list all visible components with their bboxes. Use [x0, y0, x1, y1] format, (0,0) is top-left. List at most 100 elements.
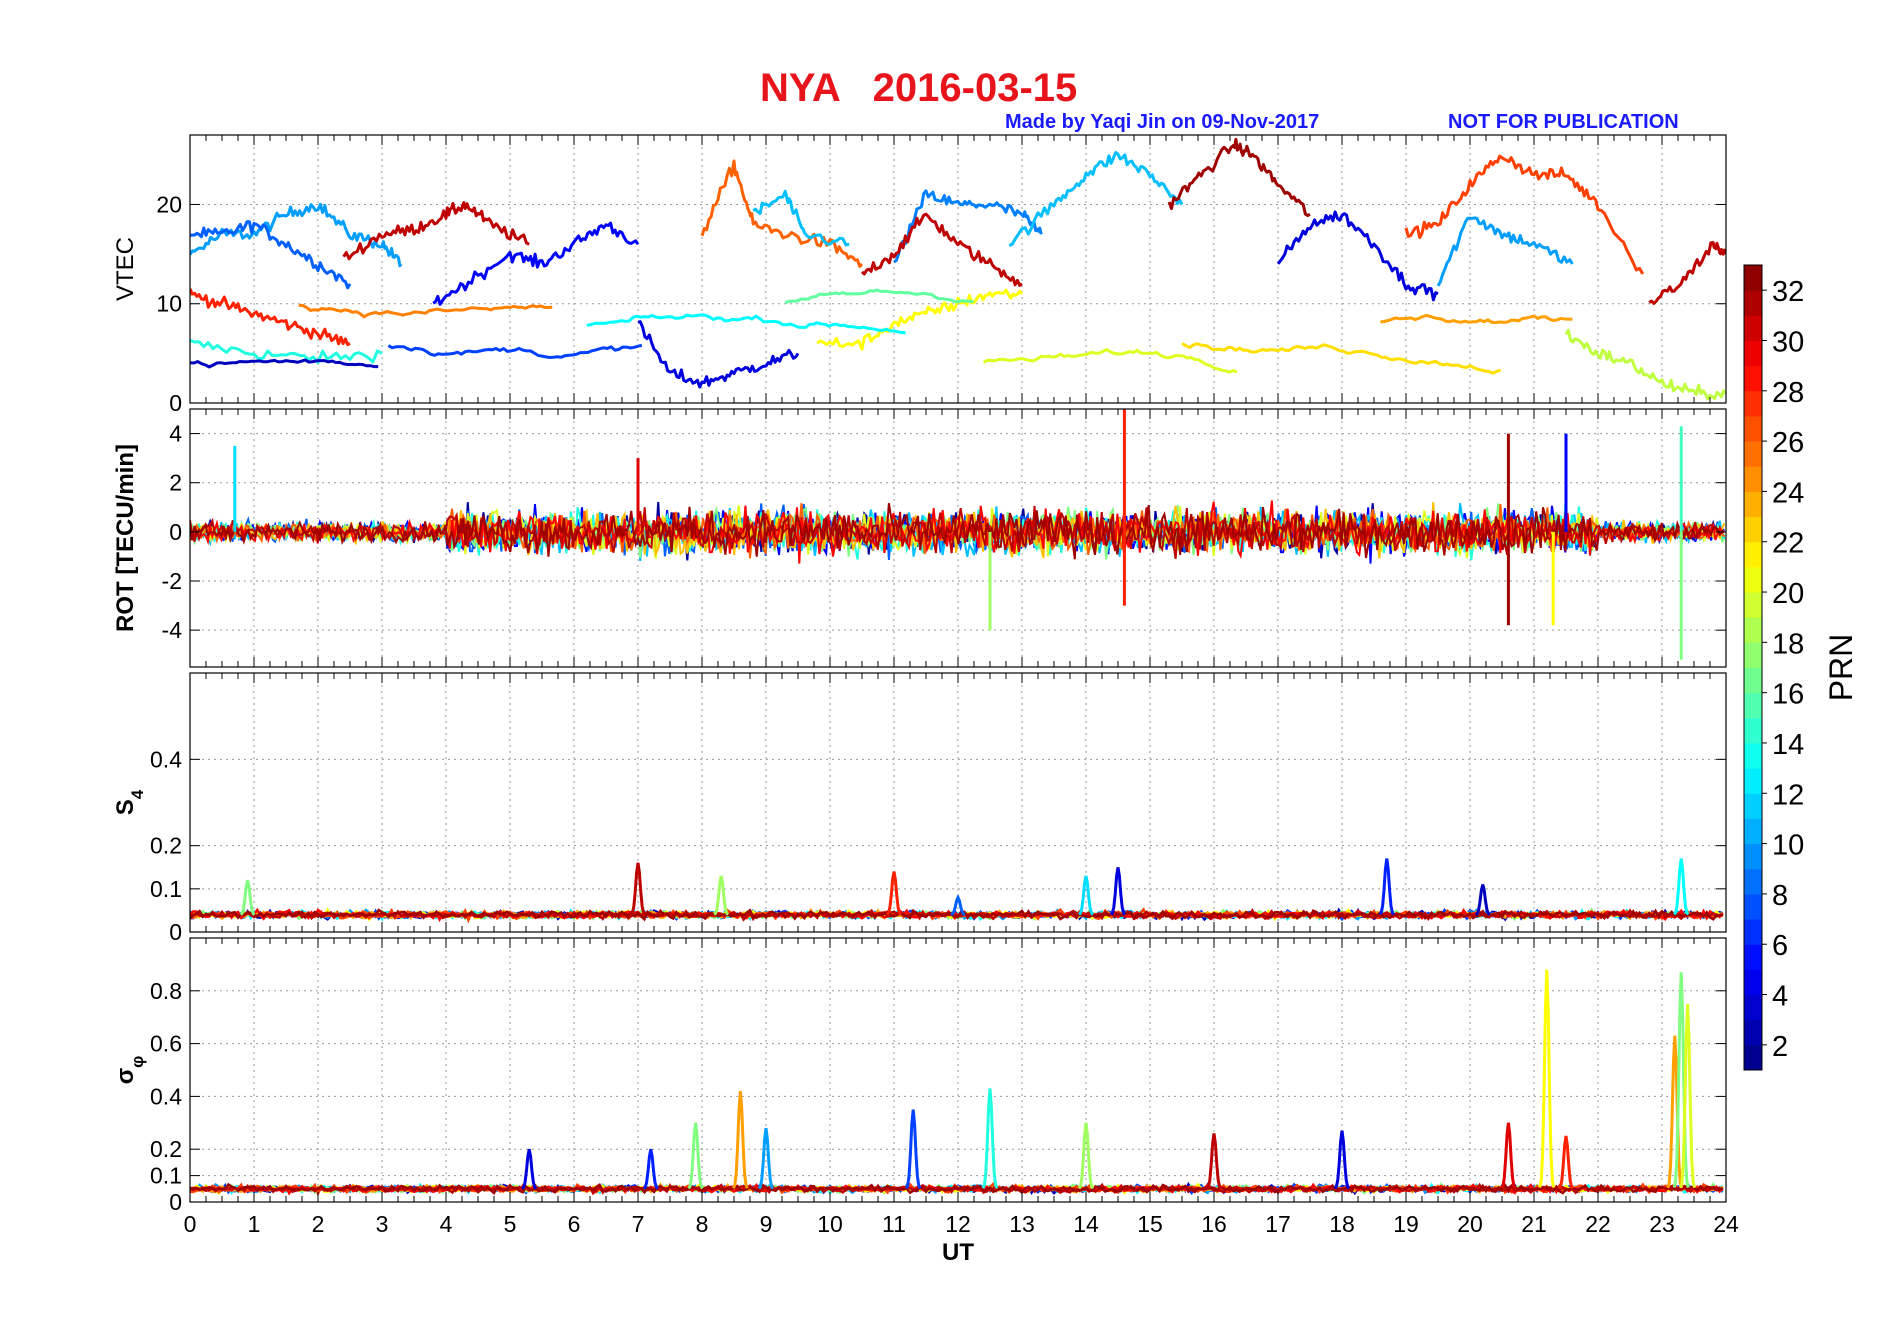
- y-tick-label: 0.4: [150, 1083, 182, 1109]
- y-axis-label-subscript: 4: [128, 789, 147, 799]
- x-tick-label: 6: [568, 1211, 581, 1237]
- colorbar-tick-label: 20: [1772, 578, 1804, 610]
- y-tick-label: 0: [169, 919, 182, 945]
- data-layer: [190, 137, 1726, 401]
- colorbar-cell: [1744, 642, 1762, 668]
- colorbar-cell: [1744, 390, 1762, 417]
- vtec-series-line: [342, 201, 530, 261]
- sigma-peak: [1077, 1122, 1095, 1190]
- x-tick-label: 2: [312, 1211, 325, 1237]
- sigma-peak: [521, 1148, 538, 1190]
- vtec-series-line: [432, 221, 640, 306]
- vtec-series-line: [387, 343, 643, 360]
- y-axis-label: ROT [TECU/min]: [112, 444, 139, 632]
- sigma-peak: [1333, 1130, 1351, 1190]
- station-name: NYA: [760, 66, 840, 110]
- y-tick-label: -2: [162, 568, 182, 594]
- x-tick-label: 4: [440, 1211, 453, 1237]
- y-tick-label: 2: [169, 470, 182, 496]
- colorbar-tick-label: 8: [1772, 880, 1788, 912]
- x-tick-label: 10: [817, 1211, 843, 1237]
- colorbar-cell: [1744, 617, 1762, 643]
- x-tick-label: 3: [376, 1211, 389, 1237]
- rot-series-line: [190, 503, 1725, 560]
- colorbar-tick-label: 10: [1772, 830, 1804, 862]
- x-tick-label: 11: [882, 1211, 906, 1237]
- sigma-peak: [757, 1127, 775, 1190]
- sigma-peak: [1672, 972, 1690, 1188]
- x-tick-label: 23: [1649, 1211, 1675, 1237]
- colorbar-cell: [1744, 793, 1762, 819]
- vtec-series-line: [752, 189, 850, 247]
- colorbar-cell: [1744, 893, 1762, 920]
- vtec-series-line: [1181, 342, 1502, 375]
- s4-peak: [1109, 867, 1127, 916]
- sigma-series-line: [190, 1182, 1724, 1196]
- x-tick-label: 1: [248, 1211, 261, 1237]
- colorbar-cell: [1744, 265, 1762, 291]
- x-tick-label: 16: [1201, 1211, 1227, 1237]
- colorbar-cell: [1744, 692, 1762, 719]
- vtec-series-line: [190, 202, 403, 268]
- sigma-peak: [1557, 1135, 1575, 1190]
- vtec-series-line: [1276, 210, 1439, 302]
- panel-vtec: 0 10 20 VTEC: [112, 134, 1727, 416]
- s4-peak: [1474, 884, 1491, 916]
- vtec-series-line: [586, 313, 906, 335]
- vtec-series-line: [1167, 137, 1311, 217]
- x-tick-label: 21: [1521, 1211, 1547, 1237]
- x-tick-label: 18: [1329, 1211, 1355, 1237]
- colorbar-cell: [1744, 315, 1762, 341]
- vtec-series-line: [1436, 216, 1574, 287]
- colorbar-cell: [1744, 466, 1762, 492]
- colorbar-cell: [1744, 868, 1762, 895]
- colorbar-tick-label: 12: [1772, 779, 1804, 811]
- colorbar-tick-label: 6: [1772, 930, 1788, 962]
- x-tick-label: 22: [1585, 1211, 1611, 1237]
- colorbar-tick-label: 14: [1772, 729, 1804, 761]
- colorbar-tick-label: 26: [1772, 427, 1804, 459]
- colorbar-cell: [1744, 415, 1762, 442]
- colorbar-cell: [1744, 717, 1762, 744]
- sigma-peak: [1666, 1035, 1684, 1189]
- colorbar-tick-label: 2: [1772, 1031, 1788, 1063]
- colorbar-tick-label: 30: [1772, 326, 1804, 358]
- vtec-series-line: [190, 358, 379, 369]
- colorbar-cell: [1744, 1019, 1762, 1046]
- vtec-series-line: [1404, 154, 1645, 275]
- colorbar-cell: [1744, 994, 1762, 1021]
- x-tick-label: 13: [1009, 1211, 1035, 1237]
- s4-series-line: [190, 908, 1723, 922]
- colorbar-cell: [1744, 340, 1762, 367]
- y-tick-label: 0: [169, 1189, 182, 1215]
- vtec-series-line: [190, 338, 383, 365]
- vtec-series-line: [1648, 241, 1726, 305]
- s4-peak: [1078, 875, 1094, 916]
- colorbar-tick-label: 18: [1772, 628, 1804, 660]
- x-tick-label: 17: [1265, 1211, 1291, 1237]
- y-tick-label: 4: [169, 421, 182, 447]
- credit-text: Made by Yaqi Jin on 09-Nov-2017: [1005, 111, 1320, 133]
- colorbar-cell: [1744, 944, 1762, 970]
- colorbar-cell: [1744, 818, 1762, 845]
- colorbar-cell: [1744, 969, 1762, 996]
- sigma-peak: [904, 1109, 922, 1190]
- sigma-peak: [687, 1122, 704, 1190]
- colorbar-tick-label: 28: [1772, 377, 1804, 409]
- x-tick-label: 0: [184, 1211, 197, 1237]
- colorbar-tick-label: 22: [1772, 528, 1804, 560]
- axes-box: [189, 672, 1727, 933]
- colorbar-cell: [1744, 566, 1762, 593]
- colorbar-cell: [1744, 919, 1762, 945]
- vtec-series-line: [700, 159, 864, 268]
- s4-peak: [239, 879, 256, 916]
- colorbar-cell: [1744, 541, 1762, 568]
- y-axis-label: σφ: [112, 1056, 147, 1085]
- colorbar-cell: [1744, 290, 1762, 316]
- colorbar-tick-label: 4: [1772, 981, 1788, 1013]
- colorbar-tick-label: 16: [1772, 679, 1804, 711]
- colorbar-cell: [1744, 843, 1762, 870]
- y-tick-label: 20: [156, 191, 182, 217]
